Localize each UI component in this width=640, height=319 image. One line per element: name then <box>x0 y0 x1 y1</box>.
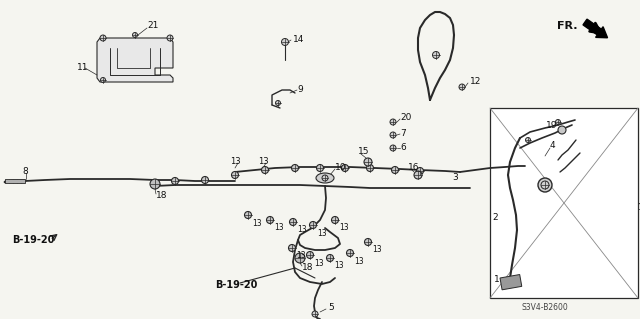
Text: 13: 13 <box>230 158 241 167</box>
Circle shape <box>433 51 440 58</box>
Circle shape <box>390 119 396 125</box>
Text: 19: 19 <box>546 122 557 130</box>
Text: 13: 13 <box>296 251 306 261</box>
Circle shape <box>417 167 424 174</box>
Circle shape <box>525 137 531 143</box>
Circle shape <box>558 126 566 134</box>
Text: 18: 18 <box>302 263 314 272</box>
Circle shape <box>244 211 252 219</box>
Bar <box>490 108 638 298</box>
Text: S3V4-B2600: S3V4-B2600 <box>522 303 569 313</box>
Circle shape <box>317 165 323 172</box>
Text: 13: 13 <box>354 256 364 265</box>
Circle shape <box>390 132 396 138</box>
Text: 12: 12 <box>470 78 481 86</box>
Circle shape <box>100 35 106 41</box>
Text: 9: 9 <box>297 85 303 94</box>
Circle shape <box>367 165 374 172</box>
Text: B-19-20: B-19-20 <box>215 280 257 290</box>
Text: 4: 4 <box>550 142 556 151</box>
Text: 8: 8 <box>22 167 28 176</box>
Circle shape <box>346 249 353 256</box>
Circle shape <box>342 165 349 172</box>
Bar <box>5 179 25 183</box>
Text: 11: 11 <box>77 63 88 72</box>
Text: 13: 13 <box>334 262 344 271</box>
Circle shape <box>326 255 333 262</box>
Text: 14: 14 <box>293 35 305 44</box>
Circle shape <box>289 219 296 226</box>
Text: FR.: FR. <box>557 21 577 31</box>
Circle shape <box>392 167 399 174</box>
Text: 7: 7 <box>400 129 406 137</box>
Text: 13: 13 <box>339 224 349 233</box>
Circle shape <box>538 178 552 192</box>
Circle shape <box>295 253 305 263</box>
Circle shape <box>332 217 339 224</box>
Circle shape <box>459 84 465 90</box>
Circle shape <box>556 120 561 124</box>
Text: 1: 1 <box>494 276 500 285</box>
Circle shape <box>289 244 296 251</box>
Circle shape <box>365 239 371 246</box>
Text: 16: 16 <box>408 162 419 172</box>
Circle shape <box>322 175 328 181</box>
Text: 3: 3 <box>452 174 458 182</box>
Text: 13: 13 <box>274 224 284 233</box>
Circle shape <box>100 78 106 83</box>
Circle shape <box>282 39 289 46</box>
Polygon shape <box>97 38 173 82</box>
Text: 17: 17 <box>638 204 640 212</box>
Text: 15: 15 <box>358 147 369 157</box>
Circle shape <box>414 171 422 179</box>
Circle shape <box>172 177 179 184</box>
Text: 20: 20 <box>400 114 412 122</box>
Bar <box>500 275 522 290</box>
Circle shape <box>291 165 298 172</box>
Text: 10: 10 <box>335 164 346 173</box>
Text: 13: 13 <box>258 158 269 167</box>
Text: 5: 5 <box>328 303 333 313</box>
Text: 18: 18 <box>156 191 168 201</box>
Circle shape <box>312 311 318 317</box>
Text: 21: 21 <box>147 21 158 31</box>
Circle shape <box>390 145 396 151</box>
Circle shape <box>167 35 173 41</box>
Circle shape <box>262 167 269 174</box>
Circle shape <box>310 221 317 228</box>
Circle shape <box>202 176 209 183</box>
Circle shape <box>275 100 280 106</box>
Text: 13: 13 <box>314 258 324 268</box>
Circle shape <box>307 251 314 258</box>
Circle shape <box>232 172 239 179</box>
Circle shape <box>150 179 160 189</box>
Text: 13: 13 <box>252 219 262 227</box>
Circle shape <box>266 217 273 224</box>
Text: 13: 13 <box>372 246 381 255</box>
Text: 2: 2 <box>492 213 498 222</box>
Circle shape <box>132 33 138 38</box>
Text: B-19-20: B-19-20 <box>12 235 54 245</box>
Text: 13: 13 <box>297 226 307 234</box>
Text: 13: 13 <box>317 228 326 238</box>
Text: 6: 6 <box>400 143 406 152</box>
Circle shape <box>364 158 372 166</box>
Ellipse shape <box>316 173 334 183</box>
FancyArrow shape <box>583 19 607 38</box>
Circle shape <box>541 181 549 189</box>
